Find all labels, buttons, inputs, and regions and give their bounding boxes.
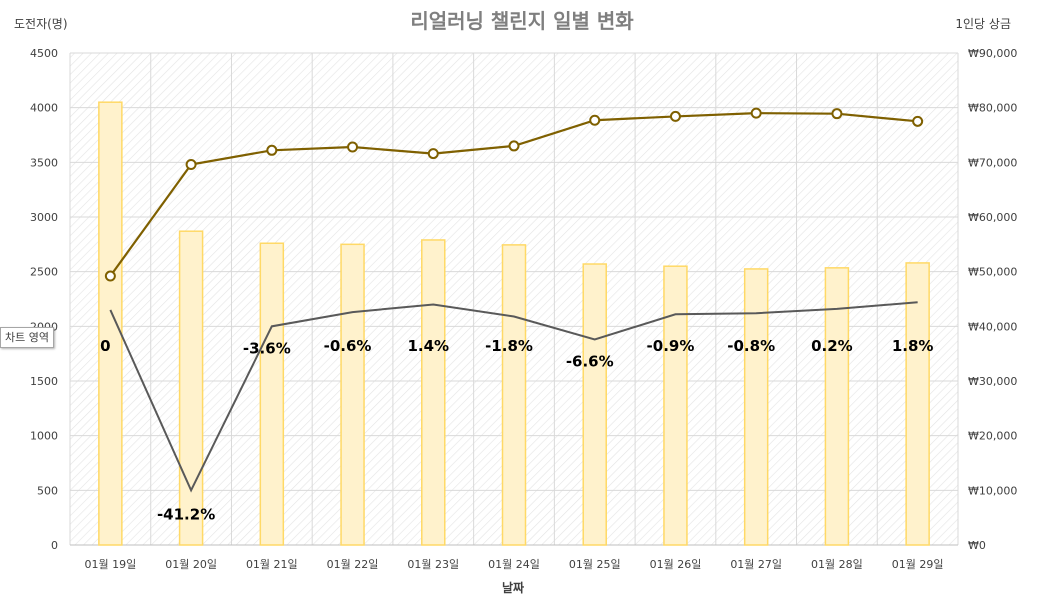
prize-point[interactable] xyxy=(750,107,762,119)
data-labels: 0 -41.2% -3.6% -0.6% 1.4% -1.8% -6.6% -0.9% -0.8… xyxy=(100,337,933,523)
y-right-tick-label: ₩30,000 xyxy=(968,375,1017,388)
x-tick-label: 01월 21일 xyxy=(246,557,298,571)
data-label: -0.6% xyxy=(324,337,372,355)
data-label: -6.6% xyxy=(566,352,614,370)
y-right-tick-label: ₩60,000 xyxy=(968,211,1017,224)
y-right-tick-label: ₩80,000 xyxy=(968,102,1017,115)
x-axis-title: 날짜 xyxy=(502,580,524,595)
bar[interactable] xyxy=(178,230,204,546)
y-left-tick-label: 1000 xyxy=(30,430,58,443)
data-label: -3.6% xyxy=(243,339,291,357)
challenger-change-line[interactable] xyxy=(109,301,918,493)
y-left-tick-label: 4500 xyxy=(30,47,58,60)
prize-point[interactable] xyxy=(347,141,359,153)
bar[interactable] xyxy=(905,262,930,546)
y-right-tick-label: ₩20,000 xyxy=(968,430,1017,443)
prize-point[interactable] xyxy=(266,144,278,156)
bar-series xyxy=(98,101,930,546)
prize-point[interactable] xyxy=(589,114,601,126)
y-left-tick-label: 2500 xyxy=(30,266,58,279)
y-axis-right-title: 1인당 상금 xyxy=(955,17,1011,31)
prize-point[interactable] xyxy=(427,148,439,160)
data-label: -0.8% xyxy=(727,337,775,355)
x-tick-label: 01월 26일 xyxy=(650,557,702,571)
line-series xyxy=(104,107,924,493)
y-left-tick-label: 1500 xyxy=(30,375,58,388)
y-axis-left: 050010001500200025003000350040004500 xyxy=(30,47,58,552)
y-right-tick-label: ₩10,000 xyxy=(968,484,1017,497)
x-tick-label: 01월 25일 xyxy=(569,557,621,571)
prize-point[interactable] xyxy=(912,115,924,127)
data-label: -41.2% xyxy=(157,505,215,523)
prize-point[interactable] xyxy=(508,140,520,152)
y-left-tick-label: 0 xyxy=(51,539,58,552)
chart-title: 리얼러닝 챌린지 일별 변화 xyxy=(410,9,634,33)
bar[interactable] xyxy=(824,267,850,546)
bar[interactable] xyxy=(259,242,285,546)
data-label: 0.2% xyxy=(811,337,853,355)
data-label: 0 xyxy=(100,337,110,355)
y-right-tick-label: ₩90,000 xyxy=(968,47,1017,60)
bar[interactable] xyxy=(340,243,365,546)
y-right-tick-label: ₩0 xyxy=(968,539,986,552)
data-label: 1.8% xyxy=(892,337,934,355)
data-label: -1.8% xyxy=(485,337,533,355)
x-tick-label: 01월 23일 xyxy=(407,557,459,571)
y-left-tick-label: 3500 xyxy=(30,156,58,169)
bar[interactable] xyxy=(582,263,607,546)
bar[interactable] xyxy=(98,101,123,546)
bar[interactable] xyxy=(663,265,688,546)
x-axis: 01월 19일 01월 20일 01월 21일 01월 22일 01월 23일 01월 2… xyxy=(84,557,943,571)
prize-point[interactable] xyxy=(831,108,843,120)
bar[interactable] xyxy=(743,268,769,546)
x-tick-label: 01월 27일 xyxy=(730,557,782,571)
bar[interactable] xyxy=(421,239,446,546)
data-label: 1.4% xyxy=(407,337,449,355)
y-left-tick-label: 3000 xyxy=(30,211,58,224)
y-axis-right: ₩0 ₩10,000 ₩20,000 ₩30,000 ₩40,000 ₩50,000 ₩60… xyxy=(968,47,1017,552)
prize-point[interactable] xyxy=(104,270,116,282)
y-axis-left-title: 도전자(명) xyxy=(14,17,68,31)
prize-point[interactable] xyxy=(185,159,197,171)
x-tick-label: 01월 24일 xyxy=(488,557,540,571)
data-label: -0.9% xyxy=(647,337,695,355)
x-tick-label: 01월 28일 xyxy=(811,557,863,571)
x-tick-label: 01월 20일 xyxy=(165,557,217,571)
x-tick-label: 01월 19일 xyxy=(84,557,136,571)
x-tick-label: 01월 22일 xyxy=(327,557,379,571)
x-tick-label: 01월 29일 xyxy=(892,557,944,571)
chart-area-tooltip: 차트 영역 xyxy=(0,327,54,348)
prize-point[interactable] xyxy=(669,110,681,122)
y-right-tick-label: ₩40,000 xyxy=(968,320,1017,333)
y-right-tick-label: ₩70,000 xyxy=(968,156,1017,169)
y-left-tick-label: 4000 xyxy=(30,102,58,115)
y-right-tick-label: ₩50,000 xyxy=(968,266,1017,279)
bar[interactable] xyxy=(501,244,527,546)
y-left-tick-label: 500 xyxy=(37,484,58,497)
